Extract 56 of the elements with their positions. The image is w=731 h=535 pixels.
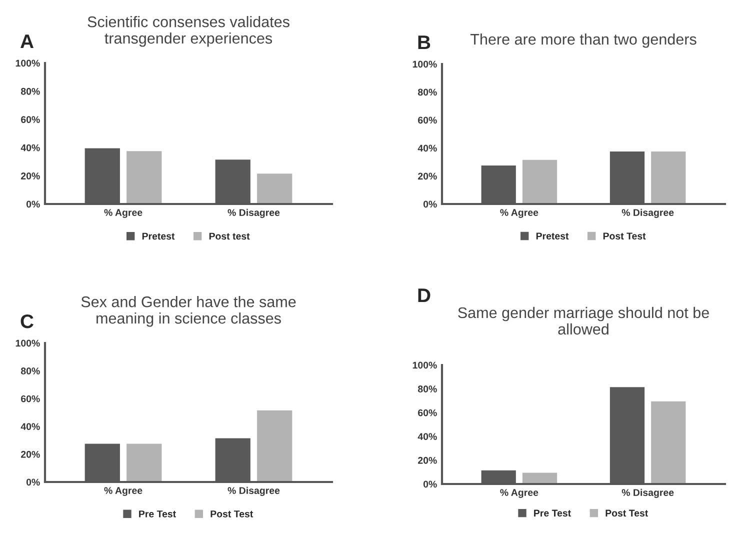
x-tick-label: % Disagree — [228, 486, 280, 496]
bar — [650, 150, 688, 204]
bar — [256, 172, 294, 204]
y-tick-label: 100% — [16, 340, 40, 347]
y-tick-label: 60% — [418, 116, 437, 124]
y-tick-label: 20% — [21, 172, 40, 180]
y-tick-label: 100% — [412, 362, 437, 369]
chart-title: Same gender marriage should not be allowed — [458, 306, 709, 335]
y-tick-label: 60% — [21, 395, 40, 402]
bar — [125, 150, 164, 204]
bar — [650, 400, 688, 484]
y-tick-label: 80% — [418, 386, 437, 392]
y-tick-label: 60% — [418, 409, 437, 416]
legend-label: Post Test — [210, 510, 254, 518]
legend-label: Pretest — [142, 232, 175, 240]
y-tick-label: 80% — [418, 88, 437, 96]
chart-title: Scientific consenses validates transgender experiences — [88, 16, 290, 47]
bar — [125, 442, 164, 482]
text: C — [20, 314, 34, 328]
x-tick-label: % Disagree — [622, 488, 674, 498]
y-tick-label: 20% — [418, 172, 437, 180]
legend-label: Post Test — [606, 510, 648, 517]
x-tick-label: % Disagree — [228, 208, 280, 218]
y-tick-label: 20% — [21, 450, 40, 458]
y-tick-label: 0% — [423, 480, 437, 488]
chart-title: There are more than two genders — [470, 33, 696, 48]
x-tick-label: % Agree — [500, 209, 538, 218]
y-tick-label: 40% — [20, 144, 40, 152]
x-tick-label: % Agree — [500, 489, 538, 498]
y-tick-label: 40% — [418, 144, 437, 152]
y-tick-label: 100% — [16, 60, 40, 67]
legend-label: Pretest — [536, 232, 569, 240]
bar — [521, 471, 558, 484]
y-tick-label: 0% — [26, 200, 40, 208]
legend-label: Pre Test — [139, 510, 176, 518]
y-tick-label: 40% — [418, 433, 437, 440]
y-tick-label: 80% — [20, 368, 40, 374]
text: A — [20, 34, 34, 48]
bar — [521, 158, 558, 204]
y-tick-label: 0% — [26, 478, 40, 486]
y-tick-label: 20% — [418, 456, 437, 464]
y-tick-label: 0% — [423, 200, 437, 208]
chart-title: Sex and Gender have the same meaning in science classes — [81, 296, 296, 327]
text: B — [418, 36, 430, 50]
text: D — [418, 288, 430, 302]
y-tick-label: 100% — [412, 60, 437, 68]
x-tick-label: % Disagree — [622, 208, 674, 218]
x-tick-label: % Agree — [104, 487, 142, 496]
bar — [256, 409, 294, 482]
legend-label: Post test — [209, 232, 250, 240]
x-tick-label: % Agree — [104, 209, 142, 218]
legend-label: Post Test — [603, 232, 646, 240]
y-tick-label: 80% — [20, 88, 40, 95]
y-tick-label: 40% — [20, 423, 40, 430]
y-tick-label: 60% — [21, 116, 40, 124]
legend-label: Pre Test — [534, 510, 571, 517]
